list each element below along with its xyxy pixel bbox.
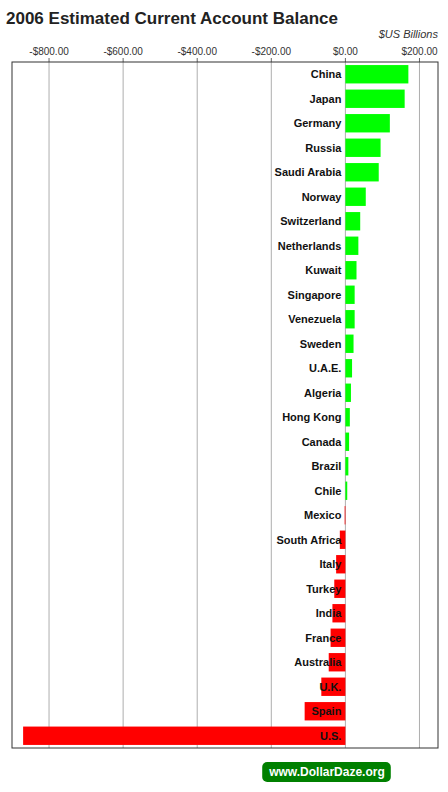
watermark-box [262,762,391,782]
category-label: South Africa [276,534,342,546]
category-label: Norway [302,191,343,203]
category-label: Australia [294,656,342,668]
tick-mark [419,58,420,62]
category-label: Canada [302,436,343,448]
grid-line [419,62,420,748]
tick-label: -$400.00 [177,46,217,57]
category-label: U.K. [319,681,341,693]
category-label: Venezuela [288,313,342,325]
category-label: Sweden [300,338,342,350]
tick-label: -$200.00 [252,46,292,57]
category-label: U.A.E. [309,362,341,374]
tick-label: -$800.00 [29,46,69,57]
tick-mark [271,58,272,62]
grid-line [271,62,272,748]
bar [345,139,380,157]
annotation: www.DollarDaze.org [268,765,385,779]
bar [345,408,349,426]
category-label: Netherlands [278,240,342,252]
category-label: France [305,632,341,644]
tick-label: $0.00 [333,46,358,57]
tick-mark [345,58,346,62]
category-label: Mexico [304,509,342,521]
category-label: Turkey [306,583,342,595]
category-label: India [316,607,343,619]
category-label: Hong Kong [282,411,341,423]
tick-label: -$600.00 [103,46,143,57]
tick-mark [197,58,198,62]
category-label: Kuwait [305,264,341,276]
subtitle: $US Billions [378,28,439,40]
title: 2006 Estimated Current Account Balance [6,9,338,28]
grid [49,62,419,748]
watermark: www.DollarDaze.org [262,762,391,782]
plot-frame [12,62,438,748]
bar [345,310,354,328]
bar [345,482,347,500]
bar [345,188,365,206]
bars [23,65,408,745]
bar [305,702,346,720]
tick-mark [49,58,50,62]
bar [345,359,352,377]
bar [344,506,346,524]
grid-line [49,62,50,748]
bar [345,212,360,230]
category-label: Italy [319,558,342,570]
bar [345,384,351,402]
tick-label: $200.00 [401,46,438,57]
bar [345,90,404,108]
bar [345,65,408,83]
category-label: Singapore [288,289,342,301]
bar [345,114,389,132]
category-label: Germany [294,117,343,129]
category-label: U.S. [320,730,341,742]
category-label: Chile [314,485,341,497]
category-label: China [311,68,342,80]
category-label: Brazil [311,460,341,472]
bar [345,286,354,304]
bar [345,163,378,181]
category-label: Spain [311,705,341,717]
category-label: Switzerland [280,215,341,227]
bar [345,237,358,255]
bar [23,727,345,745]
category-label: Algeria [304,387,342,399]
grid-line [197,62,198,748]
category-labels: China Japan Germany Russia Saudi Arabia Norwa… [275,68,343,742]
bar [345,261,356,279]
bar [345,335,353,353]
category-label: Russia [305,142,342,154]
category-label: Saudi Arabia [275,166,343,178]
tick-mark [123,58,124,62]
bar [345,433,349,451]
chart: 2006 Estimated Current Account Balance -$… [0,0,448,792]
category-label: Japan [310,93,342,105]
bar [345,457,348,475]
grid-line [123,62,124,748]
